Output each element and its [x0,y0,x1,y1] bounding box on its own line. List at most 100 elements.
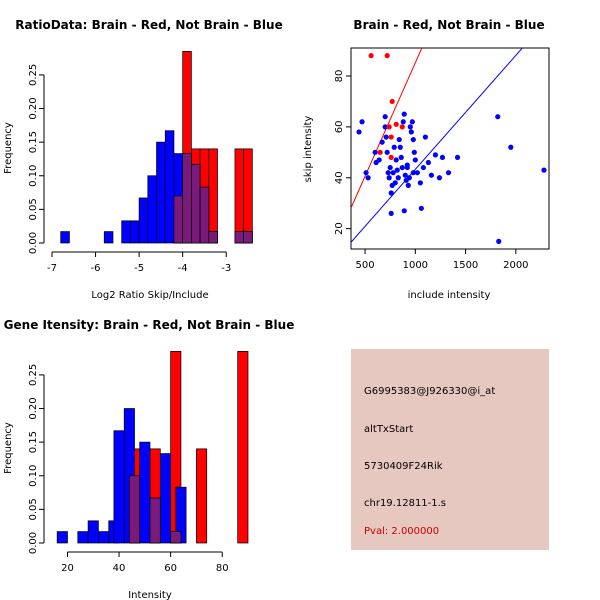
not-brain-point [388,210,394,216]
ratio-histogram-panel: RatioData: Brain - Red, Not Brain - Blue… [3,18,283,301]
scatter-x-tick-label: 500 [356,260,375,271]
scatter-y-axis: 20 40 60 80 [334,70,351,235]
scatter-title: Brain - Red, Not Brain - Blue [353,18,544,32]
scatter-y-tick-label: 40 [334,171,345,184]
not-brain-point [394,167,400,173]
intensity-histogram-x-axis: 20 40 60 80 [61,551,229,574]
intensity-histogram-not-brain-bar [139,441,151,544]
scatter-y-tick-label: 80 [334,70,345,83]
not-brain-point [411,149,417,155]
intensity-histogram-y-tick-label: 0.00 [28,532,39,554]
not-brain-point [414,170,420,176]
not-brain-point [399,164,405,171]
intensity-histogram-x-tick-label: 60 [164,563,177,574]
ratio-histogram-not-brain-bar [103,231,114,244]
brain-point [389,98,395,105]
intensity-histogram-not-brain-bar [56,531,68,544]
not-brain-point [401,208,407,214]
gene-name-text: 5730409F24Rik [364,461,443,472]
not-brain-point [365,175,371,181]
scatter-x-axis: 500 1000 1500 2000 [356,249,529,271]
ratio-histogram-y-tick-label: 0.25 [28,64,39,86]
ratio-histogram-ylabel: Frequency [3,122,14,174]
not-brain-point [410,170,416,176]
ratio-histogram-y-axis: 0.00 0.05 0.10 0.15 0.20 0.25 [28,64,45,254]
scatter-plot-frame [350,47,550,250]
not-brain-point [508,144,514,150]
ratio-histogram-x-tick-label: -3 [221,263,231,274]
probe-id-text: G6995383@J926330@i_at [364,386,496,397]
intensity-histogram-x-tick-label: 80 [216,563,229,574]
pval-text: Pval: 2.000000 [364,526,440,537]
intensity-histogram-title: Gene Itensity: Brain - Red, Not Brain - … [4,318,295,332]
intensity-histogram-ylabel: Frequency [3,422,14,474]
not-brain-point [436,175,443,181]
not-brain-point [420,164,426,171]
not-brain-point [359,119,365,125]
not-brain-point [402,172,408,178]
intensity-histogram-overlap-bar [170,531,182,544]
ratio-histogram-title: RatioData: Brain - Red, Not Brain - Blue [15,18,282,32]
ratio-histogram-x-tick-label: -6 [91,263,101,274]
ratio-histogram-not-brain-bar [156,141,166,244]
scatter-x-tick-label: 1500 [453,260,478,271]
not-brain-point [400,119,406,125]
intensity-histogram-overlap-bar [129,475,141,544]
ratio-histogram-overlap-bar [208,231,218,244]
ratio-histogram-x-tick-label: -7 [47,263,57,274]
not-brain-point [496,238,502,244]
ratio-histogram-not-brain-bar [138,197,149,244]
brain-point [388,134,394,140]
not-brain-point [406,175,412,181]
ratio-histogram-y-tick-label: 0.20 [28,97,39,119]
not-brain-point [392,180,398,186]
not-brain-point [408,129,414,135]
not-brain-point [412,157,418,163]
not-brain-point [425,159,431,166]
scatter-points [356,53,547,244]
intensity-histogram-not-brain-bar [113,430,125,544]
ratio-histogram-not-brain-bar [121,220,131,244]
not-brain-point [390,170,396,176]
ratio-histogram-y-tick-label: 0.05 [28,198,39,220]
ratio-histogram-bars [60,51,253,244]
brain-point [393,121,399,127]
scatter-xlabel: include intensity [408,290,491,301]
not-brain-point [388,190,394,196]
not-brain-point [382,124,388,130]
ratio-histogram-x-tick-label: -4 [178,263,188,274]
ratio-histogram-not-brain-bar [130,220,140,244]
ratio-histogram-overlap-bar [234,231,244,244]
ratio-histogram-y-tick-label: 0.10 [28,165,39,187]
not-brain-point [454,154,461,161]
scatter-x-tick-label: 2000 [503,260,528,271]
intensity-histogram-bars [56,351,249,544]
not-brain-point [391,144,397,150]
not-brain-point [383,134,389,140]
not-brain-point [398,154,404,161]
intensity-histogram-not-brain-bar [77,531,89,544]
not-brain-point [396,136,402,143]
not-brain-point [356,129,362,135]
scatter-ylabel: skip intensity [303,116,314,183]
not-brain-point [409,119,415,125]
ratio-histogram-brain-bar [234,148,244,244]
not-brain-point [439,154,446,161]
not-brain-point [495,114,501,120]
intensity-histogram-y-tick-label: 0.15 [28,431,39,453]
not-brain-point [395,175,401,181]
ratio-histogram-not-brain-bar [60,231,70,244]
ratio-histogram-y-tick-label: 0.15 [28,131,39,153]
not-brain-point [405,182,411,188]
brain-point [368,53,374,59]
info-panel: G6995383@J926330@i_at altTxStart 5730409… [351,349,549,550]
not-brain-point [422,134,428,140]
brain-point [384,53,390,59]
ratio-histogram-overlap-bar [182,153,192,244]
ratio-histogram-not-brain-bar [147,175,157,244]
ratio-histogram-brain-bar [243,148,253,244]
brain-fit-line [351,48,423,209]
not-brain-fit-line [351,48,524,243]
brain-point [399,124,405,130]
scatter-x-tick-label: 1000 [403,260,428,271]
